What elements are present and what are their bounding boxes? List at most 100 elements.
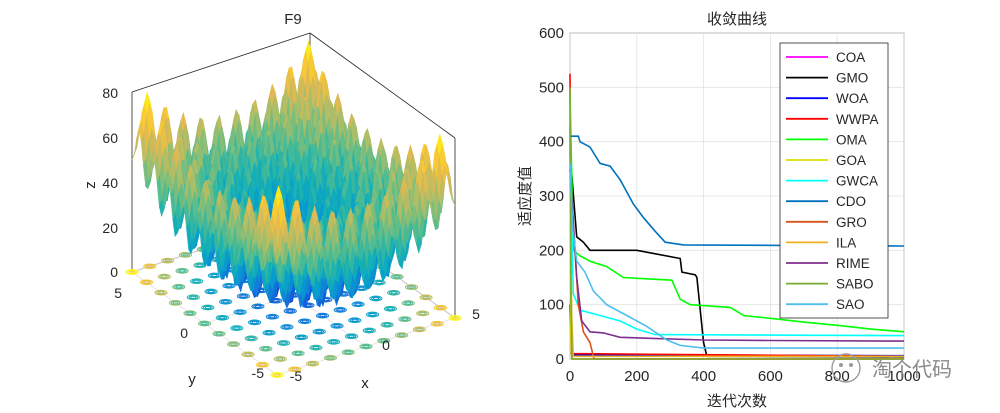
x-tick-label: -5 [290,368,303,384]
contour-ring [214,331,224,336]
y-tick-label: 300 [539,188,564,205]
contour-ring [244,352,252,356]
contour-ring [141,280,152,285]
legend-label: WOA [836,91,868,106]
contour-ring [296,335,307,340]
legend-label: SAO [836,297,865,312]
contour-ring [243,352,253,357]
contour-ring [330,323,344,329]
contour-ring [421,295,431,300]
contour-ring [172,284,186,290]
contour-ring [406,284,417,290]
contour-ring [186,311,194,315]
legend-label: COA [836,50,865,65]
legend-label: GRO [836,215,867,230]
contour-ring [228,341,239,347]
contour-ring [293,351,303,356]
contour-ring [450,315,460,321]
legend-label: WWPA [836,112,879,127]
contour-ring [319,314,326,318]
x-tick-label: 600 [758,368,783,385]
contour-ring [211,273,218,278]
contour-ring [209,273,220,278]
contour-ring [282,324,292,330]
legend-label: SABO [836,277,874,292]
contour-ring [432,321,443,326]
contour-ring [235,309,245,315]
contour-ring [307,361,318,366]
contour-ring [275,356,286,362]
contour-ring [416,327,423,331]
contour-ring [182,253,189,257]
contour-ring [172,301,179,305]
contour-ring [254,304,262,308]
contour-ring [143,280,150,284]
contour-ring [204,288,218,295]
y-tick-label: 200 [539,242,564,259]
contour-ring [230,325,244,331]
x-tick-label: 5 [472,306,480,322]
contour-ring [287,309,294,313]
contour-ring [201,321,208,326]
contour-ring [190,278,204,285]
contour-ring [246,336,257,341]
legend: COAGMOWOAWWPAOMAGOAGWCACDOGROILARIMESABO… [779,42,889,319]
contour-ring [222,300,229,304]
watermark-icon-dot [849,363,853,367]
contour-ring [404,284,419,290]
contour-ring [188,295,199,300]
contour-ring [277,357,284,361]
contour-ring [376,280,383,285]
contour-ring [199,321,210,326]
contour-ring [301,302,315,309]
contour-ring [312,328,326,335]
contour-ring [224,283,234,288]
contour-ring [233,309,247,315]
contour-ring [280,324,294,330]
contour-ring [236,310,244,314]
contour-ring [374,280,385,285]
contour-ring [164,259,171,263]
contour-ring [269,315,276,319]
y-axis-label: y [188,371,196,388]
contour-ring [253,304,263,309]
contour-ring [369,312,376,317]
contour-ring [367,312,378,317]
contour-ring [346,334,357,339]
contour-ring [437,306,444,310]
contour-ring [344,333,359,340]
contour-ring [383,323,391,327]
contour-ring [178,252,192,258]
y-axis-label: 适应度值 [516,166,534,226]
contour-ring [240,294,247,298]
contour-ring [262,329,276,336]
y-tick-label: 400 [539,134,564,151]
contour-ring [333,307,347,313]
contour-ring [128,270,136,274]
contour-ring [408,285,415,289]
contour-ring [201,304,215,311]
contour-ring [277,340,291,346]
contour-ring [230,342,237,346]
z-tick-label: 40 [102,175,118,191]
convergence-title: 收敛曲线 [707,10,767,28]
contour-ring [278,340,289,346]
contour-ring [306,360,320,367]
contour-ring [371,296,381,301]
contour-ring [180,252,191,258]
contour-ring [390,291,397,295]
contour-ring [362,327,376,334]
z-tick-label: 0 [110,264,118,280]
contour-ring [193,279,200,283]
contour-ring [280,341,287,345]
x-axis: -5 0 5 x [290,306,480,392]
contour-ring [412,326,426,333]
surface-title: F9 [284,11,302,28]
contour-ring [249,320,260,325]
contour-ring [175,268,189,274]
contour-ring [170,300,181,306]
x-tick-label: 200 [624,368,649,385]
contour-ring [264,330,274,335]
contour-ring [351,301,365,308]
contour-ring [161,275,168,279]
